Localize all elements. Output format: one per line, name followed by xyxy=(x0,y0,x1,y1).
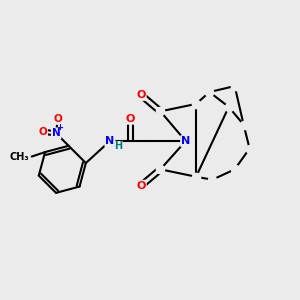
Text: O: O xyxy=(136,90,146,100)
Text: O: O xyxy=(53,114,62,124)
Text: N: N xyxy=(52,128,61,138)
Text: +: + xyxy=(56,123,64,132)
Text: O: O xyxy=(126,114,135,124)
Text: H: H xyxy=(114,141,122,152)
Text: CH₃: CH₃ xyxy=(10,152,29,161)
Text: N: N xyxy=(105,136,115,146)
Text: O: O xyxy=(136,181,146,191)
Text: N: N xyxy=(181,136,190,146)
Text: O: O xyxy=(38,127,47,137)
